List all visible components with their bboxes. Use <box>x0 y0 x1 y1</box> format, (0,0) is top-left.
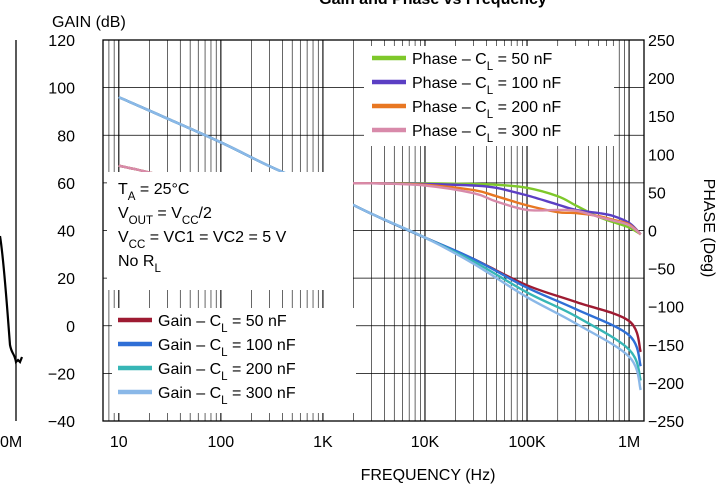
legend-phase-item-label: Phase – CL = 100 nF <box>412 75 561 97</box>
y2-tick-label: −150 <box>648 338 684 355</box>
y-tick-label: −40 <box>48 414 75 431</box>
legend-phase-item-label: Phase – CL = 300 nF <box>412 123 561 145</box>
y2-tick-label: 0 <box>648 224 657 241</box>
legend-gain-item-background <box>112 308 356 413</box>
y2-tick-label: 100 <box>648 147 675 164</box>
condition-line: No RL <box>118 253 161 275</box>
y2-tick-label: −100 <box>648 300 684 317</box>
y-tick-label: 120 <box>48 33 75 50</box>
x-axis-label: FREQUENCY (Hz) <box>361 467 496 484</box>
legend-gain-item-label: Gain – CL = 50 nF <box>158 313 287 335</box>
y2-tick-label: −250 <box>648 414 684 431</box>
plot-frame <box>102 39 645 422</box>
condition-line: VOUT = VCC/2 <box>118 205 212 227</box>
legend-gain-item-label: Gain – CL = 200 nF <box>158 361 296 383</box>
x-tick-label: 100K <box>508 434 546 451</box>
y-axis-tick-labels: −40 −20 0 20 40 60 80 100 120 <box>48 33 75 431</box>
y-axis-label: GAIN (dB) <box>52 14 126 31</box>
legend-gain-item-label: Gain – CL = 300 nF <box>158 385 296 407</box>
x-tick-label: 100 <box>208 434 235 451</box>
x-tick-label: 1K <box>313 434 333 451</box>
y-tick-label: 60 <box>57 176 75 193</box>
y-tick-label: 80 <box>57 128 75 145</box>
x-tick-label: 1M <box>618 434 640 451</box>
y2-tick-label: −200 <box>648 376 684 393</box>
left-partial-panel: 0M <box>0 40 24 451</box>
y2-tick-label: 50 <box>648 185 666 202</box>
legend-gain-item-label: Gain – CL = 100 nF <box>158 337 296 359</box>
condition-line: TA = 25°C <box>118 181 189 203</box>
gain-curve-7 <box>118 96 642 391</box>
y2-tick-label: 200 <box>648 71 675 88</box>
x-tick-label: 10K <box>411 434 440 451</box>
y-tick-label: 40 <box>57 224 75 241</box>
x-tick-label: 10 <box>110 434 128 451</box>
y-tick-label: 100 <box>48 81 75 98</box>
left-panel-curve <box>0 235 24 365</box>
x-axis-tick-labels: 10 100 1K 10K 100K 1M <box>110 434 640 451</box>
y2-axis-label: PHASE (Deg) <box>700 179 717 278</box>
y2-tick-label: −50 <box>648 262 675 279</box>
condition-line: VCC = VC1 = VC2 = 5 V <box>118 229 287 251</box>
y2-axis-tick-labels: −250 −200 −150 −100 −50 0 50 100 150 200 250 <box>648 33 684 431</box>
chart-title: Gain and Phase vs Frequency <box>319 0 547 8</box>
y2-tick-label: 250 <box>648 33 675 50</box>
y2-tick-label: 150 <box>648 109 675 126</box>
legend-phase-item-label: Phase – CL = 200 nF <box>412 99 561 121</box>
legend-phase-item-label: Phase – CL = 50 nF <box>412 51 553 73</box>
left-panel-x-tick-label: 0M <box>0 434 22 451</box>
conditions-background <box>107 172 353 290</box>
y-tick-label: 20 <box>57 271 75 288</box>
y-tick-label: −20 <box>48 366 75 383</box>
y-tick-label: 0 <box>66 319 75 336</box>
